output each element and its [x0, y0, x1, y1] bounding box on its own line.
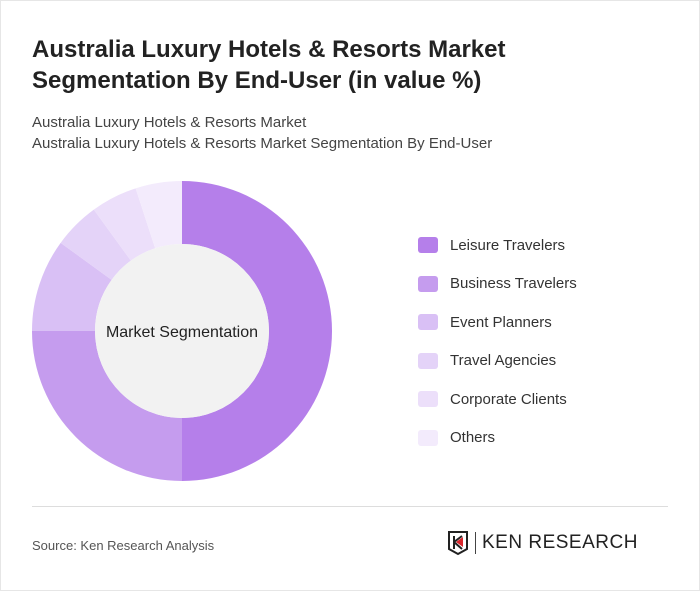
legend-item: Others [418, 419, 577, 458]
slice-travel-agencies [60, 209, 131, 280]
subtitle-2: Australia Luxury Hotels & Resorts Market… [32, 135, 493, 152]
donut-chart: Market Segmentation [32, 181, 332, 481]
legend-item: Leisure Travelers [418, 226, 577, 265]
divider [32, 506, 668, 507]
donut-center [95, 244, 269, 418]
legend-swatch [418, 237, 438, 254]
slice-others [135, 181, 182, 249]
logo-icon [448, 531, 468, 556]
legend-item: Travel Agencies [418, 342, 577, 381]
legend-label: Business Travelers [450, 275, 577, 293]
legend-label: Leisure Travelers [450, 236, 566, 254]
legend-item: Business Travelers [418, 265, 577, 304]
slice-corporate-clients [93, 188, 156, 261]
slice-leisure-travelers [182, 181, 332, 481]
ken-research-logo: KEN RESEARCH [447, 530, 638, 556]
legend-label: Others [450, 429, 496, 447]
legend-label: Corporate Clients [450, 390, 567, 408]
subtitle-1: Australia Luxury Hotels & Resorts Market [32, 114, 307, 131]
legend-swatch [418, 275, 438, 292]
chart-title: Australia Luxury Hotels & Resorts Market… [32, 36, 506, 94]
legend: Leisure Travelers Business Travelers Event… [418, 226, 577, 457]
legend-swatch [418, 429, 438, 446]
slice-event-planners [32, 242, 112, 331]
legend-label: Event Planners [450, 313, 552, 331]
legend-swatch [418, 352, 438, 369]
legend-label: Travel Agencies [450, 352, 557, 370]
center-label: Market Segmentation [106, 324, 258, 341]
slice-business-travelers [32, 331, 182, 481]
legend-item: Corporate Clients [418, 380, 577, 419]
legend-item: Event Planners [418, 303, 577, 342]
legend-swatch [418, 391, 438, 408]
source-text: Source: Ken Research Analysis [32, 538, 215, 553]
legend-swatch [418, 314, 438, 331]
